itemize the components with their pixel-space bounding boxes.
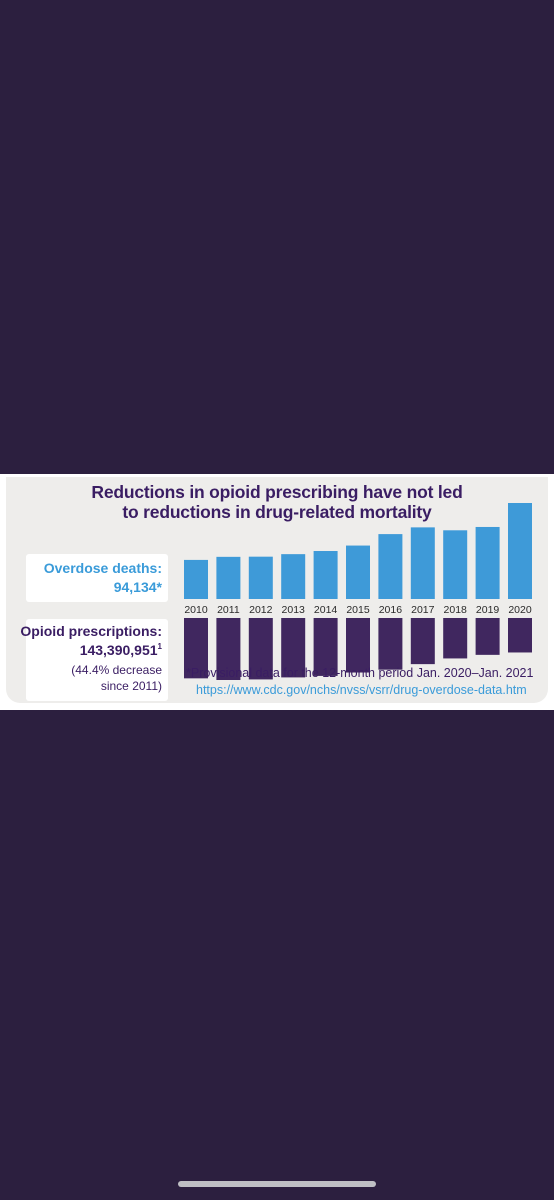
year-label-2011: 2011 — [217, 604, 240, 616]
deaths-bar-2020 — [508, 503, 532, 599]
prescriptions-bar-2016 — [378, 618, 403, 670]
prescriptions-bar-2019 — [475, 618, 500, 655]
opioid-prescriptions-label: Opioid prescriptions: — [20, 623, 162, 639]
infographic-card: Reductions in opioid prescribing have no… — [0, 474, 554, 710]
overdose-deaths-value: 94,134* — [113, 579, 162, 595]
year-label-2013: 2013 — [282, 604, 306, 616]
prescriptions-bar-2015 — [346, 618, 370, 673]
rx-value-number: 143,390,951 — [79, 642, 158, 658]
rx-decrease-note-line-2: since 2011) — [100, 679, 162, 693]
cdc-source-link[interactable]: https://www.cdc.gov/nchs/nvss/vsrr/drug-… — [196, 683, 527, 697]
year-label-2015: 2015 — [346, 604, 370, 616]
deaths-bar-2018 — [443, 530, 468, 599]
infographic-panel: Reductions in opioid prescribing have no… — [6, 477, 548, 703]
year-label-2012: 2012 — [249, 604, 273, 616]
opioid-prescriptions-box: Opioid prescriptions: 143,390,9511 (44.4… — [20, 619, 168, 701]
rx-value-footnote-mark: 1 — [157, 642, 162, 651]
year-label-2020: 2020 — [508, 604, 532, 616]
home-indicator-bar — [178, 1181, 376, 1187]
year-label-2017: 2017 — [411, 604, 435, 616]
year-label-2019: 2019 — [476, 604, 500, 616]
year-label-2014: 2014 — [314, 604, 338, 616]
prescriptions-bar-2011 — [216, 618, 241, 680]
deaths-bar-2015 — [346, 545, 370, 599]
deaths-bar-2011 — [216, 556, 241, 599]
prescriptions-bar-2012 — [248, 618, 273, 680]
prescriptions-bar-2010 — [184, 618, 208, 679]
title-line-1: Reductions in opioid prescribing have no… — [91, 482, 463, 502]
deaths-bar-2017 — [410, 527, 435, 599]
year-label-2010: 2010 — [184, 604, 208, 616]
year-label-2018: 2018 — [444, 604, 468, 616]
year-label-2016: 2016 — [379, 604, 403, 616]
prescriptions-bar-2014 — [313, 618, 338, 676]
overdose-deaths-box: Overdose deaths: 94,134* — [26, 554, 168, 602]
prescriptions-bar-2017 — [410, 618, 435, 665]
prescriptions-bar-2018 — [443, 618, 468, 659]
deaths-bar-2013 — [281, 554, 306, 599]
deaths-bar-2016 — [378, 534, 403, 599]
deaths-bar-2014 — [313, 551, 338, 599]
prescriptions-bar-2013 — [281, 618, 306, 678]
provisional-data-footnote: *Provisional data for the 12-month perio… — [186, 666, 534, 680]
deaths-bar-2010 — [184, 559, 208, 599]
title-line-2: to reductions in drug-related mortality — [122, 502, 432, 522]
opioid-prescriptions-value: 143,390,9511 — [80, 642, 162, 658]
rx-decrease-note-line-1: (44.4% decrease — [71, 663, 162, 677]
bar-chart: 2010 2011 2012 2013 2014 2015 2016 2017 2018 2019… — [184, 503, 532, 680]
chart-title: Reductions in opioid prescribing have no… — [6, 482, 548, 522]
overdose-deaths-label: Overdose deaths: — [43, 560, 162, 576]
deaths-bar-2019 — [475, 526, 500, 599]
deaths-bar-2012 — [248, 556, 273, 599]
prescriptions-bar-2020 — [508, 618, 532, 653]
